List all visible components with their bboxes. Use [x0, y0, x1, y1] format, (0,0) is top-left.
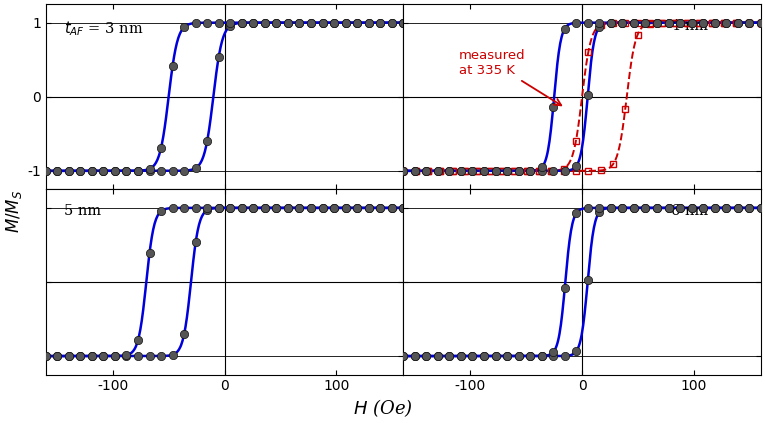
Text: $M/M_S$: $M/M_S$: [4, 190, 24, 233]
Text: $H$ (Oe): $H$ (Oe): [353, 397, 412, 419]
Text: 4 nm: 4 nm: [672, 19, 708, 33]
Text: measured
at 335 K: measured at 335 K: [459, 49, 562, 105]
Text: 6 nm: 6 nm: [672, 204, 708, 218]
Text: $t_{AF}$ = 3 nm: $t_{AF}$ = 3 nm: [63, 19, 143, 38]
Text: 5 nm: 5 nm: [63, 204, 101, 218]
